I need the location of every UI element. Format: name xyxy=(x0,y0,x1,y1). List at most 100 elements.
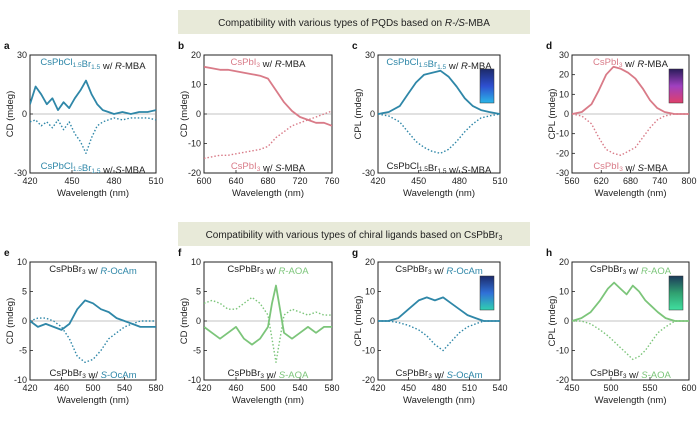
panel-letter: b xyxy=(178,41,184,52)
y-axis-label: CD (mdeg) xyxy=(179,91,190,137)
x-axis-label: Wavelength (nm) xyxy=(232,188,304,199)
x-tick-label: 640 xyxy=(228,176,243,186)
y-axis-label: CPL (mdeg) xyxy=(547,89,558,140)
y-tick-label: -10 xyxy=(14,375,27,385)
panel-letter: h xyxy=(546,248,552,259)
y-tick-label: 0 xyxy=(370,109,375,119)
x-axis-label: Wavelength (nm) xyxy=(595,395,667,406)
x-tick-label: 620 xyxy=(594,176,609,186)
y-tick-label: -10 xyxy=(556,346,569,356)
y-tick-label: -5 xyxy=(193,346,201,356)
x-tick-label: 420 xyxy=(370,176,385,186)
x-tick-label: 510 xyxy=(148,176,163,186)
x-tick-label: 540 xyxy=(492,383,507,393)
x-tick-label: 540 xyxy=(292,383,307,393)
y-tick-label: 10 xyxy=(191,257,201,267)
x-tick-label: 420 xyxy=(22,383,37,393)
y-tick-label: -30 xyxy=(362,168,375,178)
x-tick-label: 580 xyxy=(324,383,339,393)
y-tick-label: 0 xyxy=(22,316,27,326)
label-bottom: CsPbCl1.5Br1.5 w/ S-MBA xyxy=(41,161,146,176)
y-tick-label: 10 xyxy=(559,89,569,99)
row-banner-bottom: Compatibility with various types of chir… xyxy=(178,222,530,246)
y-tick-label: -10 xyxy=(188,139,201,149)
label-top: CsPbCl1.5Br1.5 w/ R-MBA xyxy=(40,57,146,72)
y-tick-label: 20 xyxy=(559,257,569,267)
row-banner-top: Compatibility with various types of PQDs… xyxy=(178,10,530,34)
panel-letter: e xyxy=(4,248,10,259)
y-tick-label: -10 xyxy=(556,129,569,139)
x-tick-label: 510 xyxy=(462,383,477,393)
x-tick-label: 450 xyxy=(64,176,79,186)
x-tick-label: 500 xyxy=(603,383,618,393)
y-tick-label: 20 xyxy=(365,257,375,267)
x-tick-label: 500 xyxy=(260,383,275,393)
x-tick-label: 550 xyxy=(642,383,657,393)
panel-e: e 420 460 500 540 580 -10 -5 0 5 10 Wavelength (nm)… xyxy=(4,248,164,406)
y-tick-label: 0 xyxy=(564,316,569,326)
panel-letter: g xyxy=(352,248,358,259)
x-axis-label: Wavelength (nm) xyxy=(403,395,475,406)
x-tick-label: 720 xyxy=(292,176,307,186)
x-tick-label: 480 xyxy=(106,176,121,186)
label-bottom: CsPbI3 w/ S-MBA xyxy=(231,161,306,174)
emission-photo-inset xyxy=(668,68,684,104)
series-S-OcAm-dotted xyxy=(378,320,500,352)
panel-d: d 560 620 680 740 800 -30 -20 -10 0 10 20 30 Waveleng… xyxy=(546,41,697,199)
y-tick-label: 20 xyxy=(191,50,201,60)
emission-photo-inset xyxy=(479,68,495,104)
panel-f: f 420 460 500 540 580 -10 -5 0 5 10 Wavelength (nm)… xyxy=(178,248,340,406)
x-tick-label: 500 xyxy=(85,383,100,393)
y-tick-label: 10 xyxy=(17,257,27,267)
label-top: CsPbBr3 w/ R-AOA xyxy=(590,264,672,277)
y-tick-label: -20 xyxy=(556,148,569,158)
label-bottom: CsPbCl1.5Br1.5 w/ S-MBA xyxy=(387,161,492,176)
x-tick-label: 580 xyxy=(148,383,163,393)
y-tick-label: -10 xyxy=(362,346,375,356)
series-R-AOA-solid xyxy=(204,284,332,346)
x-tick-label: 510 xyxy=(492,176,507,186)
x-tick-label: 740 xyxy=(652,176,667,186)
y-tick-label: -10 xyxy=(188,375,201,385)
series-S-MBA-dotted xyxy=(30,117,156,154)
y-tick-label: 10 xyxy=(365,287,375,297)
label-top: CsPbI3 w/ R-MBA xyxy=(593,57,669,70)
x-tick-label: 760 xyxy=(324,176,339,186)
y-tick-label: 0 xyxy=(196,109,201,119)
series-S-OcAm-dotted xyxy=(30,317,156,363)
y-axis-label: CPL (mdeg) xyxy=(353,296,364,347)
x-axis-label: Wavelength (nm) xyxy=(232,395,304,406)
x-tick-label: 600 xyxy=(196,176,211,186)
y-tick-label: 0 xyxy=(370,316,375,326)
x-tick-label: 480 xyxy=(452,176,467,186)
label-bottom: CsPbBr3 w/ S-AOA xyxy=(228,368,309,381)
y-tick-label: -30 xyxy=(556,168,569,178)
y-tick-label: 0 xyxy=(564,109,569,119)
x-tick-label: 450 xyxy=(411,176,426,186)
panel-c: c 420 450 480 510 -30 0 30 Wavelength (nm) CPL (m… xyxy=(352,41,508,199)
series-R-MBA-solid xyxy=(204,65,332,127)
y-tick-label: -20 xyxy=(188,168,201,178)
series-R-OcAm-solid xyxy=(30,299,156,331)
panel-letter: a xyxy=(4,41,10,52)
y-tick-label: 5 xyxy=(196,287,201,297)
label-top: CsPbBr3 w/ R-AOA xyxy=(227,264,309,277)
label-top: CsPbCl1.5Br1.5 w/ R-MBA xyxy=(386,57,492,72)
x-axis-label: Wavelength (nm) xyxy=(57,188,129,199)
y-tick-label: 5 xyxy=(22,287,27,297)
x-axis-label: Wavelength (nm) xyxy=(595,188,667,199)
panel-g: g 420 450 480 510 540 -20 -10 0 10 20 Wavelength (n… xyxy=(352,248,508,406)
x-axis-label: Wavelength (nm) xyxy=(403,188,475,199)
series-S-AOA-dotted xyxy=(572,320,689,361)
series-S-MBA-dotted xyxy=(204,110,332,159)
x-tick-label: 420 xyxy=(22,176,37,186)
x-tick-label: 450 xyxy=(401,383,416,393)
label-top: CsPbI3 w/ R-MBA xyxy=(231,57,307,70)
y-tick-label: 30 xyxy=(559,50,569,60)
y-axis-label: CD (mdeg) xyxy=(5,91,16,137)
y-axis-label: CD (mdeg) xyxy=(5,298,16,344)
x-tick-label: 420 xyxy=(370,383,385,393)
banner-top-text: Compatibility with various types of PQDs… xyxy=(218,18,490,29)
x-tick-label: 480 xyxy=(431,383,446,393)
